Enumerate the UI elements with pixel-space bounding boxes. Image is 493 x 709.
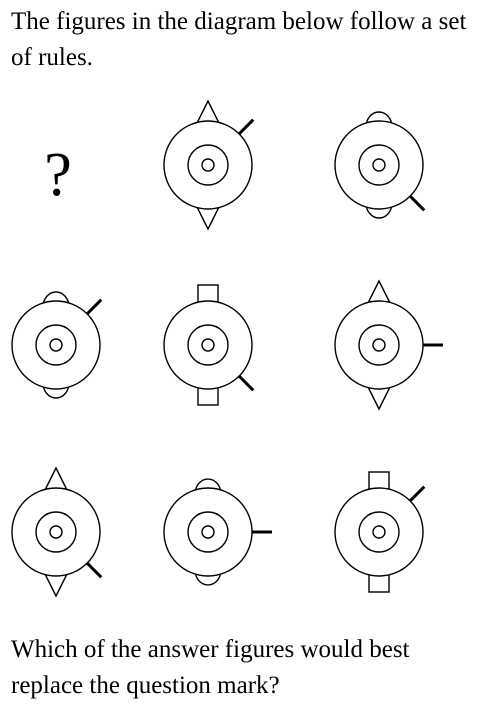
figure-r2c3 [334, 279, 443, 411]
figure-r3c2 [163, 478, 272, 586]
figure-r3c3 [334, 471, 426, 593]
figure-r3c2-inner-circle [201, 525, 215, 539]
figure-r1c3 [334, 111, 426, 219]
figure-r2c1 [11, 291, 103, 399]
figure-r2c1-line-upper-right [86, 298, 103, 315]
figure-r1c2-inner-circle [201, 158, 215, 172]
figure-r3c3-line-upper-right [409, 485, 426, 502]
figure-r1c2 [163, 99, 255, 231]
figure-r2c2-inner-circle [201, 338, 215, 352]
question-intro: The figures in the diagram below follow … [11, 8, 467, 71]
figure-r1c2-line-upper-right [238, 118, 255, 135]
question-prompt: Which of the answer figures would best r… [11, 636, 410, 699]
figure-r1c3-line-lower-right [409, 195, 426, 212]
figure-r2c1-inner-circle [49, 338, 63, 352]
figure-r1c3-inner-circle [372, 158, 386, 172]
figure-r2c3-inner-circle [372, 338, 386, 352]
figure-r3c1-inner-circle [49, 525, 63, 539]
figure-r3c1-line-lower-right [86, 562, 103, 579]
missing-figure-cell: ? [44, 141, 72, 209]
figure-r2c2 [163, 284, 255, 406]
question-mark: ? [44, 141, 72, 209]
figure-r3c1 [11, 466, 103, 598]
figure-r3c3-inner-circle [372, 525, 386, 539]
figure-r2c2-line-lower-right [238, 375, 255, 392]
